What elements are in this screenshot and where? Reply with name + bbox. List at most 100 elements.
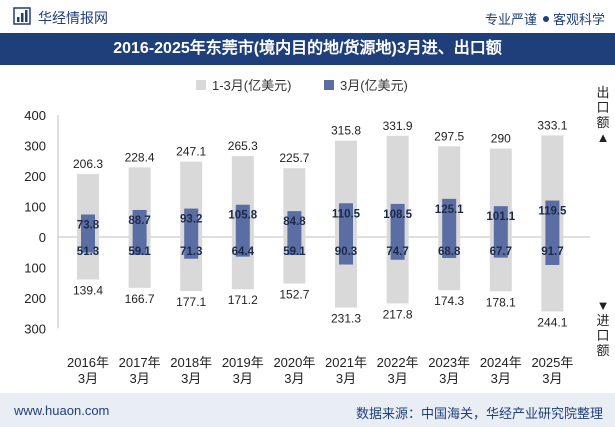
import-month-bar [81,237,95,253]
import-total-label: 174.3 [434,294,464,308]
import-total-label: 244.1 [537,315,567,329]
x-tick-line: 2020年 [273,355,315,370]
x-tick-line: 3月 [78,371,98,386]
export-total-label: 290 [491,132,511,146]
import-total-label: 217.8 [383,307,413,321]
export-total-label: 265.3 [228,139,258,153]
import-month-bar [339,237,353,265]
legend-swatch-total [196,80,206,90]
tagline-left: 专业严谨 [484,12,537,27]
export-total-label: 333.1 [537,118,567,132]
x-tick-label: 2023年 3月 [428,355,470,386]
import-total-label: 139.4 [73,284,103,298]
y-tick-label: 100 [24,200,46,215]
export-month-bar [132,209,147,237]
x-tick-label: 2024年 3月 [480,355,522,386]
x-tick-label: 2021年 3月 [325,355,367,386]
export-month-label: 93.2 [180,214,202,226]
import-side-label: ▼进口额 [596,298,610,358]
import-month-bar [390,237,405,260]
import-total-label: 231.3 [331,312,361,326]
export-month-label: 125.1 [435,204,464,216]
import-month-label: 71.3 [180,246,202,258]
export-month-bar [545,200,560,237]
x-tick-line: 2024年 [480,355,522,370]
x-tick-line: 3月 [284,371,304,386]
x-tick-line: 2022年 [377,355,419,370]
export-month-label: 110.5 [332,208,361,220]
x-tick-label: 2025年 3月 [531,355,573,386]
x-tick-label: 2017年 3月 [119,355,161,386]
x-tick-line: 3月 [129,371,149,386]
import-month-bar [235,237,250,257]
x-tick-line: 3月 [387,371,407,386]
import-month-label: 59.1 [128,246,151,258]
import-month-bar [545,237,560,265]
export-total-label: 228.4 [125,150,155,164]
x-tick-line: 3月 [542,371,562,386]
export-total-label: 225.7 [279,151,309,165]
x-tick-line: 2019年 [222,355,264,370]
legend-label-month: 3月(亿美元) [340,78,408,93]
import-month-label: 90.3 [335,246,357,258]
chart-title: 2016-2025年东莞市(境内目的地/货源地)3月进、出口额 [113,40,502,57]
import-month-label: 74.7 [386,246,408,258]
export-total-label: 315.8 [331,124,361,138]
x-tick-label: 2022年 3月 [377,355,419,386]
logo-icon [13,7,31,25]
x-tick-label: 2018年 3月 [170,355,212,386]
footer: www.huaon.com 数据来源：中国海关，华经产业研究院整理 [0,393,615,427]
export-month-label: 88.7 [128,215,150,227]
export-month-label: 73.8 [77,219,100,231]
x-tick-line: 3月 [491,371,511,386]
chart: 1-3月(亿美元) 3月(亿美元) 400 300 200 100 0 100 200 300 20… [24,78,590,386]
export-month-bar [287,211,302,237]
x-tick-line: 2023年 [428,355,470,370]
import-month-label: 51.3 [77,246,99,258]
dot-icon [542,16,549,22]
x-tick-line: 3月 [233,371,253,386]
import-month-label: 68.8 [438,246,461,258]
export-month-label: 84.8 [283,216,306,228]
y-tick-label: 100 [24,261,46,276]
x-tick-line: 2018年 [170,355,212,370]
export-side-label: 出口额▲ [596,85,610,145]
import-month-bar [442,237,457,258]
x-tick-line: 2021年 [325,355,367,370]
export-month-bar [442,198,457,237]
import-month-label: 64.4 [232,246,255,258]
export-month-bar [390,203,405,237]
export-month-label: 101.1 [486,211,515,223]
export-total-label: 331.9 [383,119,413,133]
y-tick-label: 300 [24,322,46,337]
x-tick-label: 2019年 3月 [222,355,264,386]
import-month-bar [132,237,147,256]
export-month-bar [184,208,199,237]
y-tick-label: 400 [24,108,46,123]
import-total-label: 171.2 [228,293,258,307]
tagline-right: 客观科学 [552,12,605,27]
title-bar: 2016-2025年东莞市(境内目的地/货源地)3月进、出口额 [0,33,615,65]
y-tick-label: 200 [24,169,46,184]
x-tick-line: 3月 [439,371,459,386]
x-tick-line: 3月 [336,371,356,386]
x-tick-label: 2020年 3月 [273,355,315,386]
import-month-bar [287,237,302,256]
tagline: 专业严谨 客观科学 [485,9,605,28]
import-month-label: 91.7 [541,246,563,258]
x-tick-label: 2016年 3月 [67,355,109,386]
brand-name: 华经情报网 [38,10,108,26]
export-total-label: 247.1 [176,145,206,159]
x-tick-line: 3月 [181,371,201,386]
import-total-label: 178.1 [486,295,516,309]
y-tick-label: 0 [39,230,46,245]
export-total-label: 297.5 [434,129,464,143]
import-month-bar [493,237,508,258]
import-month-label: 59.1 [283,246,306,258]
import-total-label: 177.1 [176,295,206,309]
import-total-label: 166.7 [125,292,155,306]
data-source: 数据来源：中国海关，华经产业研究院整理 [355,406,603,421]
export-month-bar [81,214,95,237]
export-month-label: 119.5 [538,206,567,218]
export-month-bar [339,203,353,237]
